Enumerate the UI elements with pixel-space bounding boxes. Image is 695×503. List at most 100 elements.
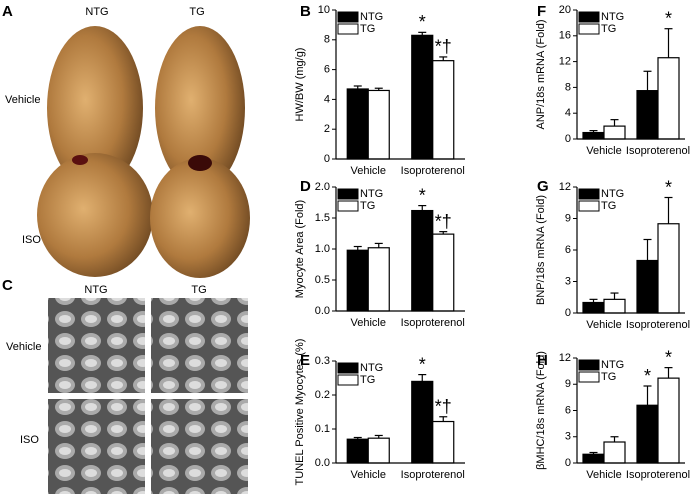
legend-label: TG: [601, 23, 616, 35]
bar: [636, 259, 659, 314]
y-tick-label: 4: [324, 93, 330, 105]
legend-label: NTG: [360, 11, 383, 23]
bar: [346, 438, 369, 464]
y-tick-label: 6: [565, 244, 571, 256]
column-label: NTG: [85, 6, 108, 18]
row-label: ISO: [20, 434, 39, 446]
y-tick-label: 0: [565, 133, 571, 145]
y-tick-label: 12: [559, 352, 571, 364]
row-label: Vehicle: [5, 94, 40, 106]
panel-label: E: [300, 352, 310, 369]
x-tick-label: Vehicle: [351, 317, 386, 329]
significance-mark: *: [644, 366, 651, 386]
y-tick-label: 0.0: [315, 457, 330, 469]
legend-swatch: [578, 11, 600, 23]
y-tick-label: 8: [565, 81, 571, 93]
row-label: Vehicle: [6, 341, 41, 353]
y-tick-label: 4: [565, 107, 571, 119]
legend-label: NTG: [360, 362, 383, 374]
bar: [636, 90, 659, 140]
panel-label: F: [537, 3, 546, 20]
bar: [432, 60, 455, 160]
y-tick-label: 9: [565, 378, 571, 390]
bar: [367, 89, 390, 160]
y-axis-label: Myocyte Area (Fold): [294, 200, 306, 298]
heart-photos: [37, 26, 250, 278]
y-tick-label: 10: [318, 4, 330, 16]
x-tick-label: Vehicle: [586, 469, 621, 481]
x-tick-label: Isoproterenol: [626, 469, 690, 481]
legend-swatch: [337, 374, 359, 386]
x-tick-label: Vehicle: [351, 165, 386, 177]
y-tick-label: 3: [565, 275, 571, 287]
significance-mark: *: [419, 354, 426, 374]
column-label: NTG: [84, 284, 107, 296]
legend-label: NTG: [601, 188, 624, 200]
significance-mark: *: [419, 12, 426, 32]
y-tick-label: 12: [559, 181, 571, 193]
x-tick-label: Isoproterenol: [401, 469, 465, 481]
column-label: TG: [189, 6, 204, 18]
panel-label: A: [2, 3, 13, 20]
bar: [582, 131, 605, 140]
significance-mark: *†: [435, 37, 452, 57]
significance-mark: *: [665, 8, 672, 28]
panel-label: B: [300, 3, 311, 20]
bar: [582, 301, 605, 314]
bar: [367, 247, 390, 312]
legend-swatch: [337, 23, 359, 35]
x-tick-label: Vehicle: [586, 145, 621, 157]
bar: [411, 34, 434, 160]
significance-mark: *: [665, 177, 672, 197]
bar: [636, 404, 659, 464]
bar: [603, 441, 626, 464]
bar: [367, 437, 390, 464]
legend-label: NTG: [360, 188, 383, 200]
bar: [603, 298, 626, 314]
panel-label: D: [300, 178, 311, 195]
y-tick-label: 0.0: [315, 305, 330, 317]
y-tick-label: 2.0: [315, 181, 330, 193]
legend-swatch: [578, 188, 600, 200]
x-tick-label: Vehicle: [586, 319, 621, 331]
y-tick-label: 16: [559, 30, 571, 42]
bar: [582, 453, 605, 464]
bar: [657, 377, 680, 464]
x-tick-label: Isoproterenol: [401, 317, 465, 329]
y-tick-label: 12: [559, 56, 571, 68]
significance-mark: *: [419, 185, 426, 205]
bar: [432, 420, 455, 464]
legend-label: TG: [601, 371, 616, 383]
y-tick-label: 0: [324, 153, 330, 165]
legend-label: TG: [601, 200, 616, 212]
legend-swatch: [337, 188, 359, 200]
y-tick-label: 2: [324, 123, 330, 135]
y-axis-label: βMHC/18s mRNA (Fold): [535, 351, 547, 470]
significance-mark: *†: [435, 211, 452, 231]
panel-label: G: [537, 178, 549, 195]
row-label: ISO: [22, 234, 41, 246]
bar: [346, 88, 369, 160]
y-axis-label: HW/BW (mg/g): [294, 48, 306, 122]
y-tick-label: 0: [565, 457, 571, 469]
legend-label: TG: [360, 200, 375, 212]
legend-label: TG: [360, 374, 375, 386]
micrographs: [48, 298, 248, 494]
y-tick-label: 0.2: [315, 389, 330, 401]
y-axis-label: TUNEL Positive Myocytes (%): [294, 339, 306, 486]
bar: [411, 209, 434, 312]
bar: [657, 223, 680, 314]
y-tick-label: 0.1: [315, 423, 330, 435]
x-tick-label: Isoproterenol: [626, 145, 690, 157]
y-tick-label: 0.5: [315, 274, 330, 286]
y-tick-label: 3: [565, 431, 571, 443]
legend-label: NTG: [601, 359, 624, 371]
legend-swatch: [578, 200, 600, 212]
legend-label: NTG: [601, 11, 624, 23]
y-axis-label: BNP/18s mRNA (Fold): [535, 195, 547, 305]
legend-swatch: [337, 362, 359, 374]
column-label: TG: [191, 284, 206, 296]
x-tick-label: Vehicle: [351, 469, 386, 481]
significance-mark: *: [665, 347, 672, 367]
legend-swatch: [578, 371, 600, 383]
